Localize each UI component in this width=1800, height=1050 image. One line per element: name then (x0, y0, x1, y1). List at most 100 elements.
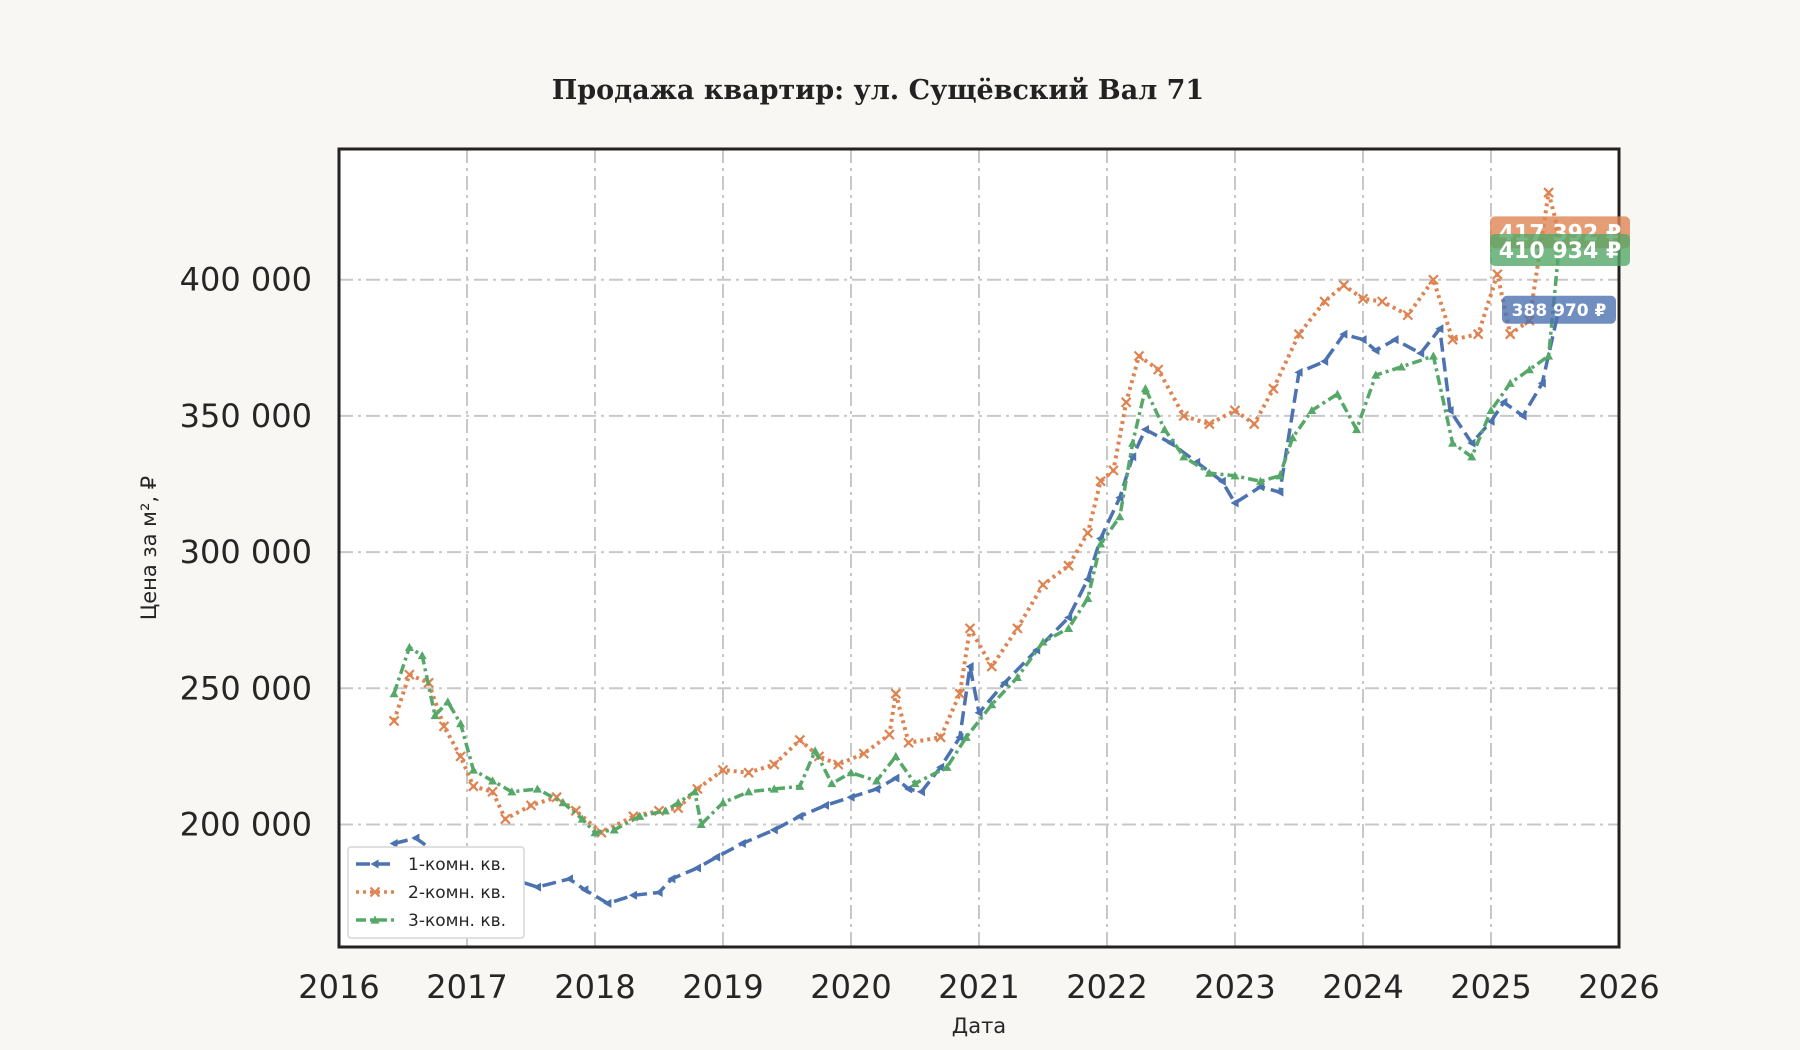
series-point (794, 734, 806, 746)
series-point (1416, 348, 1425, 358)
series-point (667, 874, 676, 884)
series-point (795, 781, 805, 790)
legend-swatch-marker (369, 886, 381, 898)
series-point (1428, 274, 1439, 286)
series-point (577, 814, 587, 823)
legend-label: 2-комн. кв. (408, 883, 506, 903)
series-point (832, 759, 844, 770)
series-point (389, 839, 398, 849)
series-point (1000, 678, 1009, 688)
series-point (1012, 623, 1023, 634)
series-line (392, 190, 1561, 835)
badge-background (1490, 233, 1630, 266)
series-point (1230, 471, 1240, 480)
series-point (635, 811, 645, 820)
series-point (810, 746, 820, 755)
plot-frame (337, 147, 1621, 949)
series-point (936, 762, 945, 772)
series-point (1524, 365, 1534, 374)
series-point (1133, 350, 1145, 362)
y-tick-label: 300 000 (180, 533, 312, 571)
series-point (1467, 438, 1476, 448)
legend-item: 3-комн. кв. (356, 911, 506, 931)
series-point (1319, 296, 1330, 307)
series-point (673, 798, 683, 807)
series-point (1275, 487, 1284, 497)
series-point (986, 661, 998, 672)
series-point (1486, 405, 1496, 415)
series-point (609, 825, 619, 834)
series-point (1160, 425, 1170, 434)
series-point (532, 784, 542, 793)
series-point (795, 811, 804, 821)
series-point (910, 779, 920, 788)
legend: 1-комн. кв. 2-комн. кв. 3-комн. кв. (347, 846, 525, 939)
series-point (987, 700, 997, 709)
y-tick-label: 400 000 (180, 261, 312, 299)
series-point (1492, 269, 1503, 280)
series-point (1128, 438, 1138, 447)
series-point (961, 732, 971, 741)
y-axis-label: Цена за м², ₽ (137, 476, 161, 620)
series-point (846, 768, 856, 777)
series-point (846, 792, 855, 802)
series-point (1083, 593, 1093, 602)
series-point (570, 805, 582, 817)
series-point (1012, 672, 1022, 681)
series-point (965, 661, 974, 671)
series-point (1204, 418, 1215, 430)
series-point (487, 786, 498, 798)
x-tick-label: 2024 (1322, 968, 1403, 1006)
series-point (768, 759, 780, 770)
series-point (696, 819, 706, 829)
series-point (891, 773, 900, 783)
series-point (456, 719, 466, 728)
series-point (1140, 425, 1149, 435)
series-point (872, 784, 881, 794)
series-point (532, 882, 541, 892)
series-point (1332, 389, 1342, 398)
series-point (1544, 351, 1554, 360)
x-tick-label: 2021 (938, 968, 1019, 1006)
badge-label: 388 970 ₽ (1512, 301, 1607, 321)
y-tick-label: 200 000 (180, 805, 312, 843)
series-point (903, 737, 914, 749)
legend-label: 3-комн. кв. (408, 911, 506, 931)
series-point (404, 642, 414, 652)
legend-label: 1-комн. кв. (408, 855, 506, 875)
chart-title: Продажа квартир: ул. Сущёвский Вал 71 (552, 75, 1204, 106)
series-point (1217, 476, 1226, 486)
series-point (660, 806, 670, 815)
series-point (1293, 328, 1305, 340)
series-point (1128, 452, 1137, 462)
legend-swatch-marker (370, 859, 379, 869)
end-value-badge: 410 934 ₽ (1490, 233, 1630, 266)
series-point (942, 762, 952, 771)
series-point (1428, 351, 1438, 360)
series-point (443, 697, 453, 706)
legend-item: 1-комн. кв. (356, 855, 506, 875)
series-point (890, 688, 902, 699)
series-point (737, 839, 746, 849)
series-point (558, 798, 568, 807)
series-point (1288, 433, 1298, 442)
series-point (1518, 411, 1527, 421)
badge-label: 410 934 ₽ (1499, 239, 1621, 264)
series-point (1537, 378, 1546, 388)
series-point (1486, 416, 1495, 426)
x-tick-label: 2026 (1578, 968, 1659, 1006)
series-point (1083, 574, 1092, 584)
series-point (628, 890, 637, 900)
series-point (872, 776, 882, 785)
series-point (468, 765, 478, 774)
series-point (1435, 324, 1444, 334)
series-point (1339, 329, 1348, 339)
series-point (417, 651, 427, 660)
series-point (916, 787, 925, 797)
series-point (1256, 476, 1266, 485)
series-point (1248, 418, 1260, 430)
x-tick-label: 2016 (298, 968, 379, 1006)
end-value-badge: 388 970 ₽ (1502, 295, 1616, 324)
series-point (744, 787, 754, 796)
